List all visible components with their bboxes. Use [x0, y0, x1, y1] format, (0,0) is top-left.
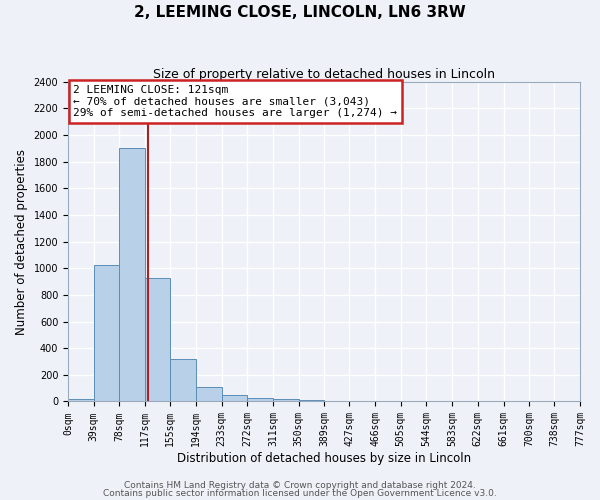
Text: Contains HM Land Registry data © Crown copyright and database right 2024.: Contains HM Land Registry data © Crown c… [124, 481, 476, 490]
Bar [145, 278, 170, 402]
Title: Size of property relative to detached houses in Lincoln: Size of property relative to detached ho… [153, 68, 495, 80]
Bar [299, 400, 325, 402]
Bar [170, 359, 196, 402]
Text: 2 LEEMING CLOSE: 121sqm
← 70% of detached houses are smaller (3,043)
29% of semi: 2 LEEMING CLOSE: 121sqm ← 70% of detache… [73, 85, 397, 118]
Bar [247, 398, 273, 402]
Bar [273, 400, 299, 402]
Bar [119, 148, 145, 402]
Bar [529, 401, 554, 402]
Bar [221, 395, 247, 402]
Bar [196, 388, 221, 402]
X-axis label: Distribution of detached houses by size in Lincoln: Distribution of detached houses by size … [177, 452, 471, 465]
Bar [94, 265, 119, 402]
Text: Contains public sector information licensed under the Open Government Licence v3: Contains public sector information licen… [103, 488, 497, 498]
Bar [68, 399, 94, 402]
Text: 2, LEEMING CLOSE, LINCOLN, LN6 3RW: 2, LEEMING CLOSE, LINCOLN, LN6 3RW [134, 5, 466, 20]
Y-axis label: Number of detached properties: Number of detached properties [15, 148, 28, 334]
